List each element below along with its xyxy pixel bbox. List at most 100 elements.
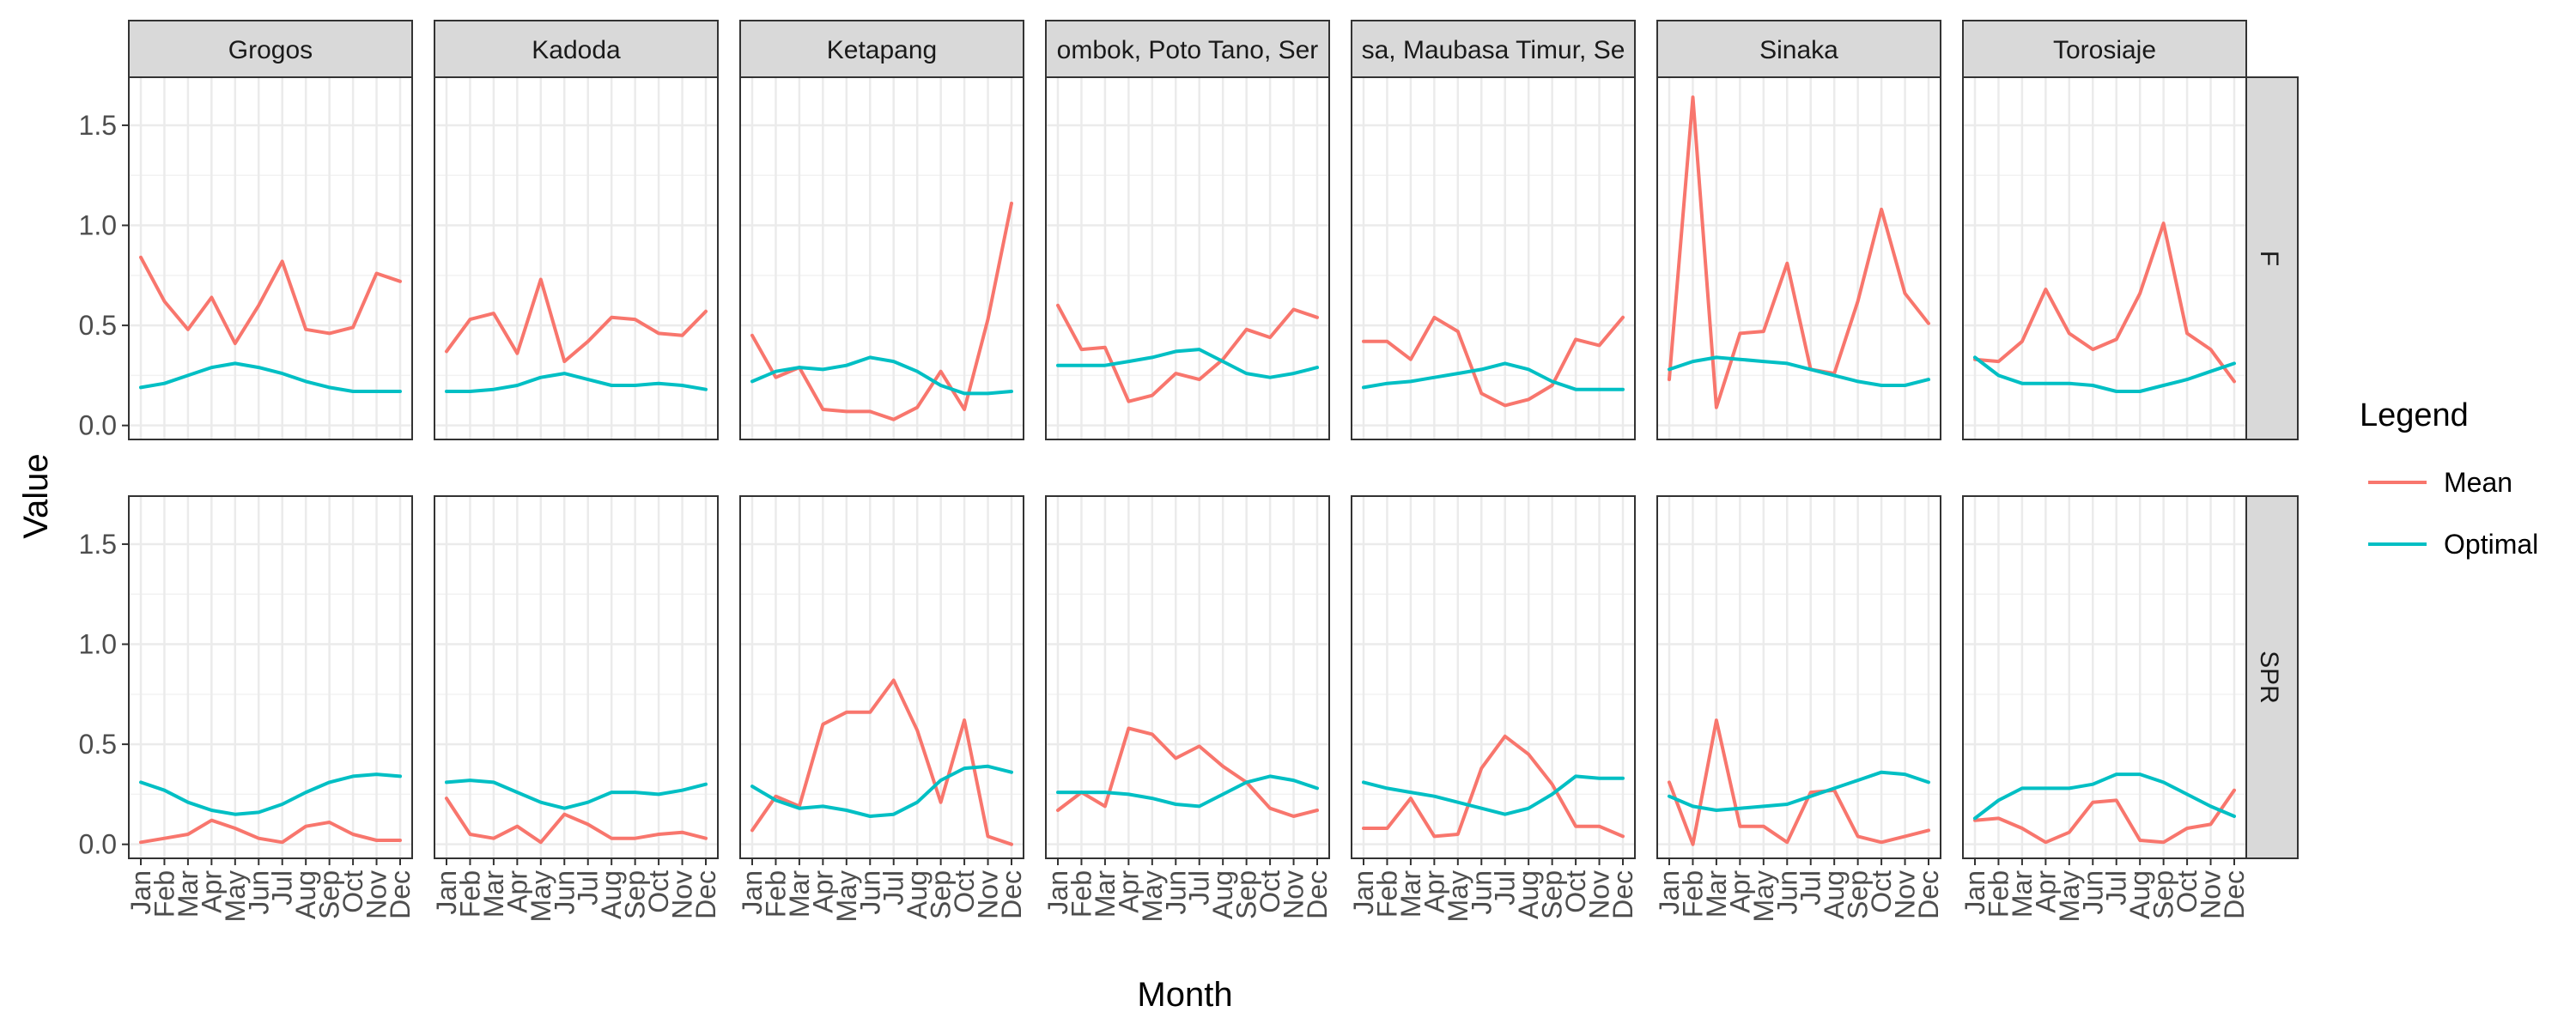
- x-tick-label: Dec: [690, 870, 721, 919]
- series-line-mean: [139, 818, 402, 845]
- panel-border: [1656, 495, 1941, 859]
- panel-background: [129, 496, 412, 858]
- series-line-optimal: [445, 779, 708, 810]
- x-tick-label: Jun: [2077, 870, 2108, 915]
- panel-f-grogos: [128, 76, 413, 440]
- x-tick-label: Jun: [1771, 870, 1802, 915]
- strip-label: Kadoda: [532, 36, 621, 64]
- panel-background: [434, 77, 718, 439]
- x-tick-label: Jan: [125, 870, 156, 915]
- x-tick-label: Nov: [667, 870, 698, 919]
- x-tick-label: Oct: [1255, 870, 1285, 913]
- panel-spr-torosiaje: [1962, 495, 2247, 859]
- x-tick-label: Mar: [1090, 870, 1121, 918]
- legend-title: Legend: [2360, 397, 2469, 433]
- strip-row-f: F: [2242, 76, 2299, 440]
- panel-spr-grogos: [128, 495, 413, 859]
- strip-label: SPR: [2255, 651, 2283, 704]
- legend-item-mean: Mean: [2368, 467, 2512, 498]
- panel-spr-ketapang: [739, 495, 1024, 859]
- panel-f-lombok-poto-tano-sera: [1045, 76, 1330, 440]
- x-tick-label: Feb: [1371, 870, 1402, 918]
- panel-border: [1656, 76, 1941, 440]
- x-tick-label: Sep: [926, 870, 957, 919]
- x-tick-label: Sep: [1537, 870, 1568, 919]
- panel-f-sa-maubasa-timur-se: [1351, 76, 1636, 440]
- x-tick-label: Oct: [1866, 870, 1897, 913]
- series-line-mean: [139, 255, 402, 346]
- x-tick-label: May: [1137, 870, 1168, 922]
- x-tick-label: Oct: [1560, 870, 1591, 913]
- x-tick-label: May: [220, 870, 251, 922]
- strip-background: [1962, 20, 2247, 78]
- y-axis-f: 0.0 0.5 1.0 1.5: [79, 110, 129, 441]
- y-tick-label: 0.5: [79, 729, 117, 760]
- x-tick-label: May: [1443, 870, 1473, 922]
- panel-border: [128, 495, 413, 859]
- x-tick-label: Nov: [1279, 870, 1309, 919]
- strip-label: F: [2255, 251, 2283, 266]
- x-tick-label: Nov: [2196, 870, 2227, 919]
- x-tick-label: Jul: [1795, 870, 1826, 906]
- panel-spr-sa-maubasa-timur-se: [1351, 495, 1636, 859]
- series-line-optimal: [1362, 361, 1625, 391]
- x-tick-label: Dec: [1607, 870, 1638, 919]
- x-tick-label: May: [2054, 870, 2085, 922]
- x-tick-label: Jul: [573, 870, 604, 906]
- panel-background: [740, 496, 1024, 858]
- legend-label: Optimal: [2444, 529, 2538, 560]
- strip-col-sa-maubasa-timur-se: sa, Maubasa Timur, Se: [1351, 20, 1636, 78]
- series-line-mean: [1668, 95, 1930, 409]
- panel-background: [1352, 77, 1635, 439]
- x-tick-label: Jul: [878, 870, 909, 906]
- x-tick-label: Jul: [1184, 870, 1215, 906]
- y-tick-label: 1.5: [79, 529, 117, 560]
- series-line-optimal: [445, 372, 708, 393]
- series-line-mean: [1362, 734, 1625, 839]
- strip-background: [434, 20, 719, 78]
- x-tick-label: Nov: [1584, 870, 1615, 919]
- axes-layer: 0.00.51.01.50.00.51.01.5JanFebMarAprMayJ…: [79, 110, 2250, 922]
- x-tick-label: Feb: [1983, 870, 2014, 918]
- x-tick-label: Oct: [949, 870, 980, 913]
- x-tick-label: Oct: [2172, 870, 2202, 913]
- strip-label: Ketapang: [827, 36, 937, 64]
- x-tick-label: Jan: [1654, 870, 1685, 915]
- x-tick-label: Jun: [1466, 870, 1497, 915]
- x-tick-label: Feb: [1677, 870, 1708, 918]
- series-line-optimal: [1056, 774, 1319, 809]
- series-line-optimal: [1973, 355, 2236, 393]
- x-tick-label: Jun: [243, 870, 274, 915]
- panel-border: [1351, 76, 1636, 440]
- x-tick-label: Jan: [431, 870, 462, 915]
- strip-col-sinaka: Sinaka: [1656, 20, 1941, 78]
- strip-background: [739, 20, 1024, 78]
- series-line-optimal: [750, 764, 1013, 818]
- y-axis-spr: 0.0 0.5 1.0 1.5: [79, 529, 129, 860]
- x-tick-label: May: [1748, 870, 1779, 922]
- x-tick-label: Aug: [290, 870, 321, 919]
- x-axis-title: Month: [1137, 976, 1232, 1014]
- x-tick-label: Mar: [173, 870, 204, 918]
- series-line-optimal: [1973, 772, 2236, 821]
- series-line-mean: [750, 678, 1013, 846]
- x-tick-label: Aug: [1513, 870, 1544, 919]
- x-tick-label: Aug: [596, 870, 627, 919]
- panel-border: [739, 495, 1024, 859]
- x-tick-label: Aug: [902, 870, 933, 919]
- strip-label: ombok, Poto Tano, Ser: [1057, 36, 1319, 64]
- strip-col-kadoda: Kadoda: [434, 20, 719, 78]
- panel-background: [1657, 496, 1941, 858]
- strip-col-ketapang: Ketapang: [739, 20, 1024, 78]
- x-tick-label: Aug: [1207, 870, 1238, 919]
- legend: Legend Mean Optimal: [2360, 397, 2538, 560]
- x-tick-label: Jul: [1490, 870, 1521, 906]
- x-tick-label: Sep: [1231, 870, 1262, 919]
